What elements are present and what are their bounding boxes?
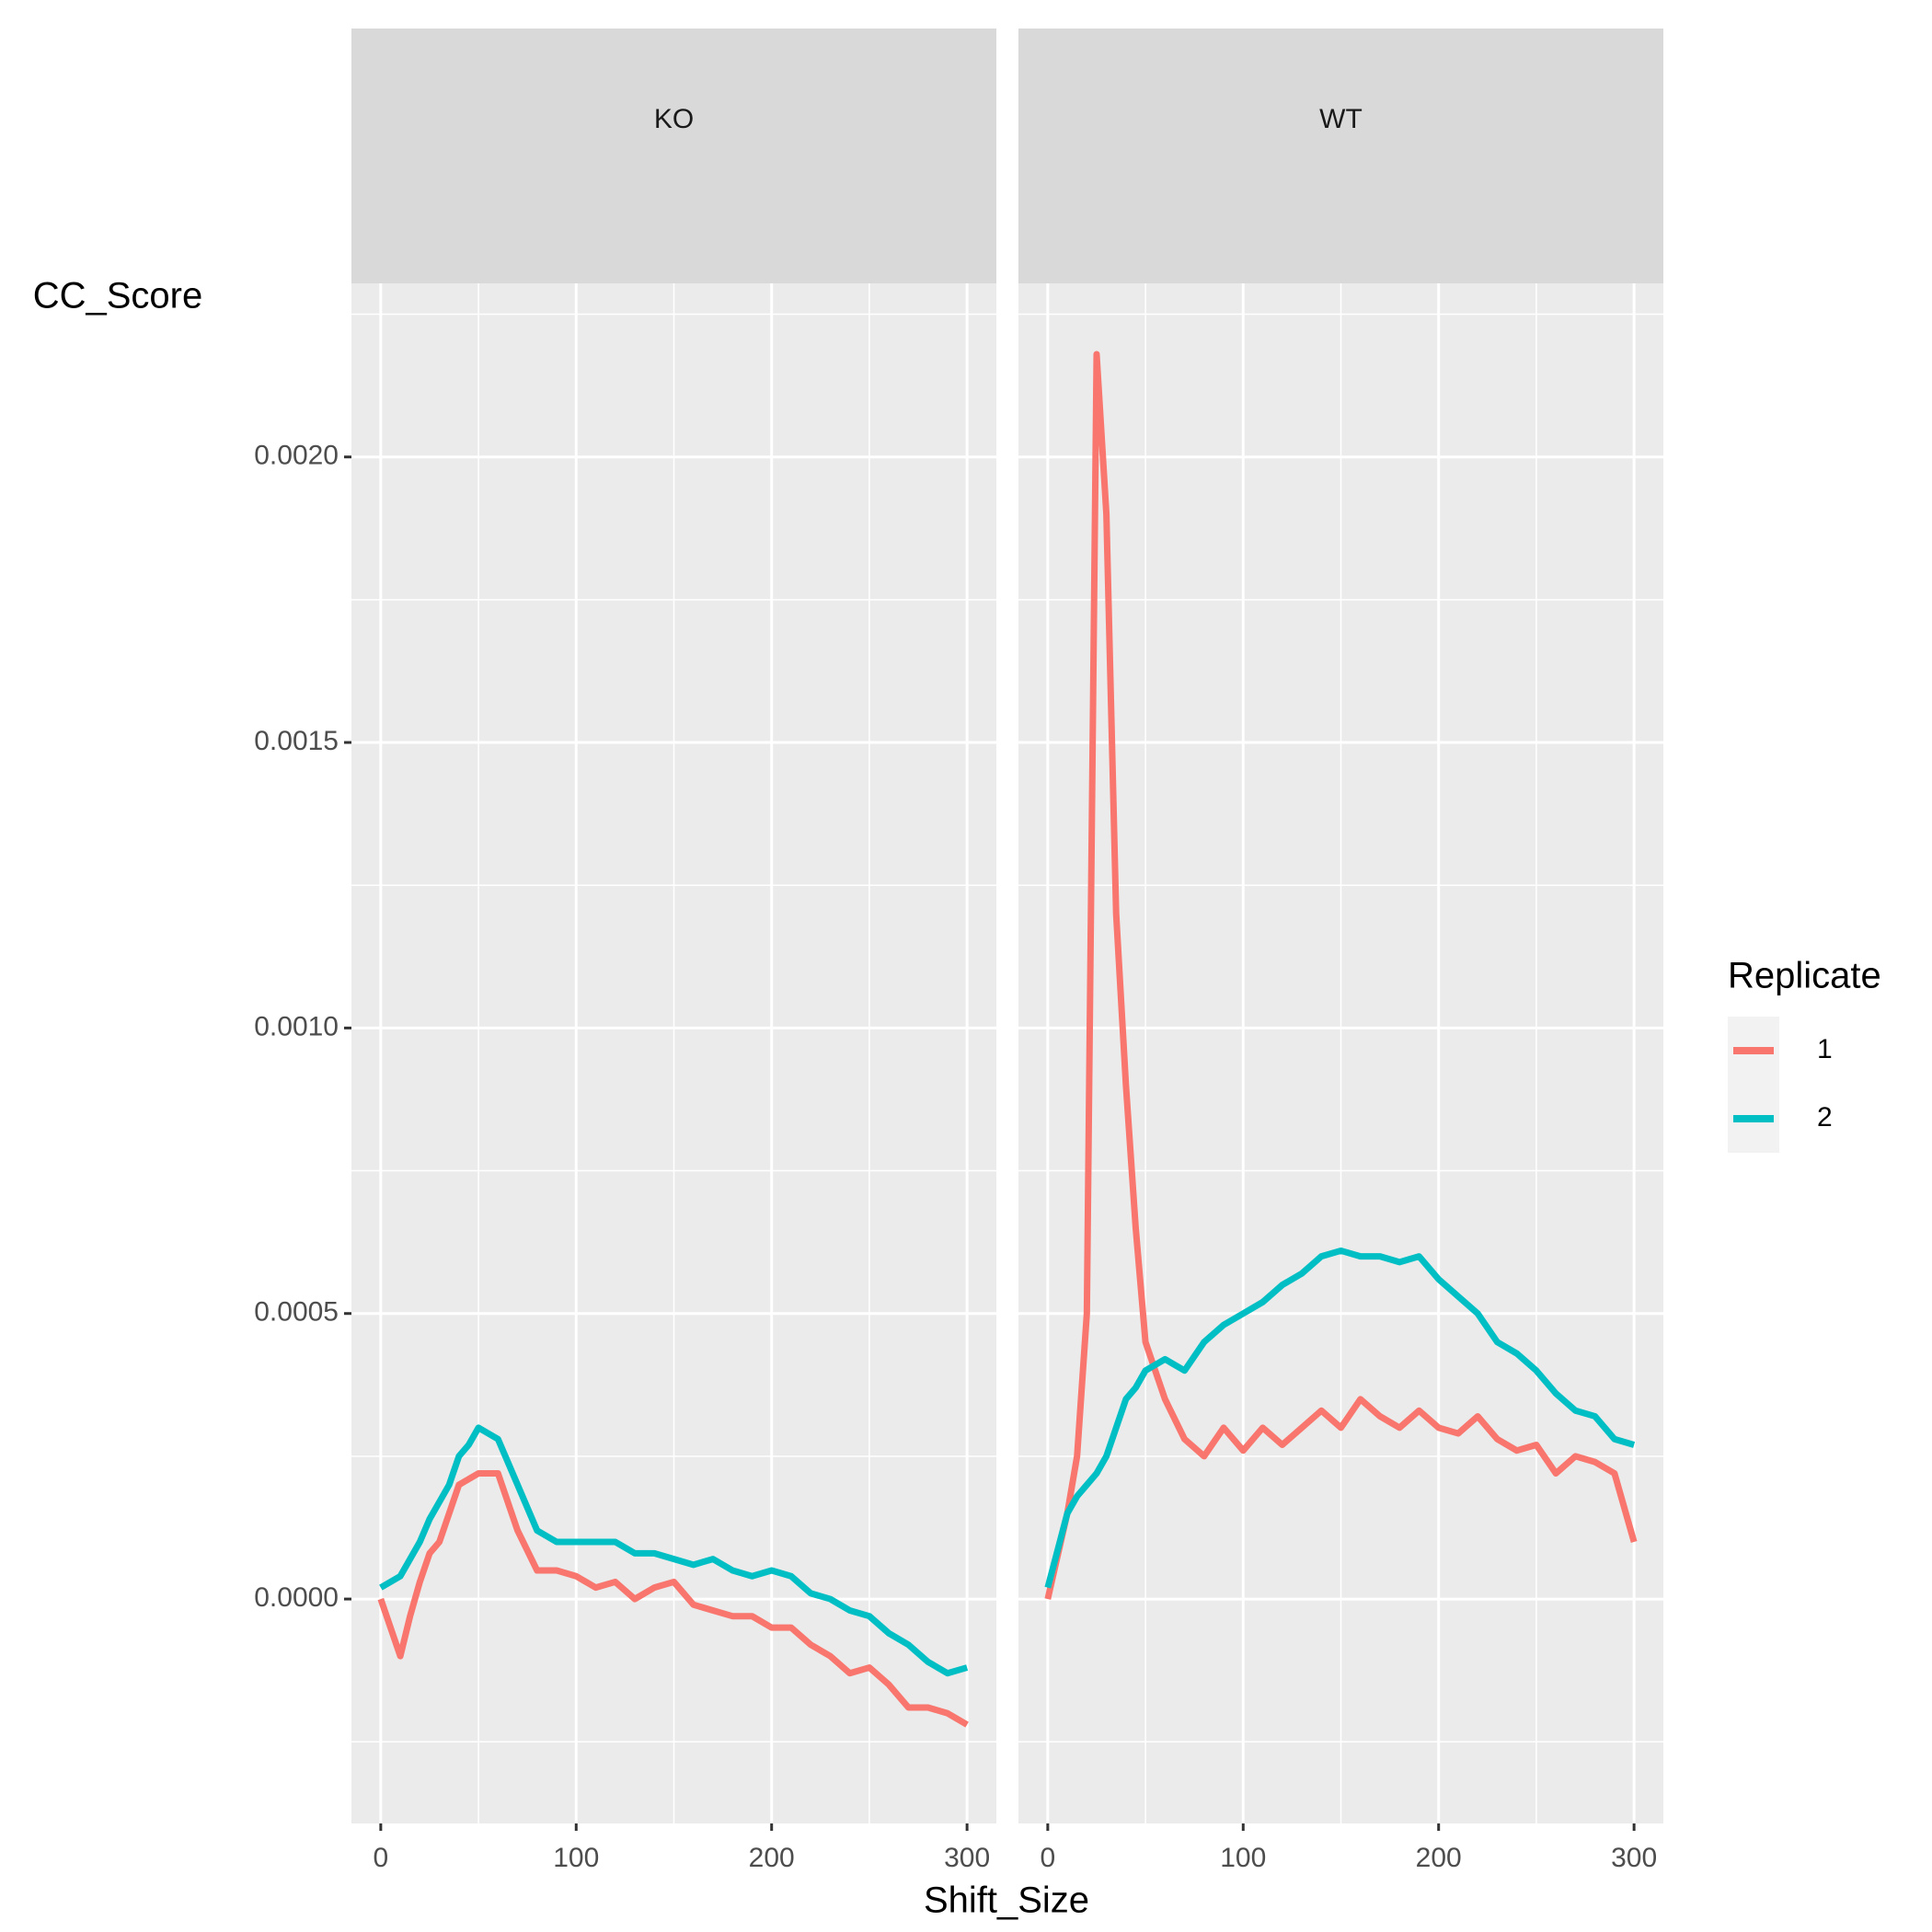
x-tick-label: 200 bbox=[1416, 1843, 1462, 1873]
y-tick-label: 0.0020 bbox=[254, 441, 339, 471]
line-series bbox=[1044, 1247, 1636, 1589]
x-tick-label: 100 bbox=[1220, 1843, 1266, 1873]
line-series bbox=[377, 1470, 969, 1728]
x-tick-label: 0 bbox=[374, 1843, 389, 1873]
x-tick-label: 200 bbox=[749, 1843, 795, 1873]
y-tick-label: 0.0000 bbox=[254, 1582, 339, 1613]
facet-strip bbox=[351, 29, 996, 283]
x-tick-label: 100 bbox=[553, 1843, 599, 1873]
facet-label: WT bbox=[1319, 104, 1363, 134]
x-tick-label: 0 bbox=[1041, 1843, 1056, 1873]
facet-strip bbox=[1018, 29, 1663, 283]
y-axis-title: CC_Score bbox=[33, 276, 203, 316]
facet-label: KO bbox=[654, 104, 694, 134]
y-tick-label: 0.0015 bbox=[254, 726, 339, 756]
line-series bbox=[379, 1424, 969, 1677]
x-tick-label: 300 bbox=[944, 1843, 990, 1873]
legend-label: 2 bbox=[1817, 1102, 1833, 1133]
legend-title: Replicate bbox=[1728, 956, 1881, 996]
line-series bbox=[1044, 351, 1638, 1600]
y-tick-label: 0.0010 bbox=[254, 1011, 339, 1041]
x-tick-label: 300 bbox=[1611, 1843, 1657, 1873]
legend-label: 1 bbox=[1817, 1034, 1833, 1064]
y-tick-label: 0.0005 bbox=[254, 1297, 339, 1328]
x-axis-title: Shift_Size bbox=[924, 1880, 1089, 1921]
